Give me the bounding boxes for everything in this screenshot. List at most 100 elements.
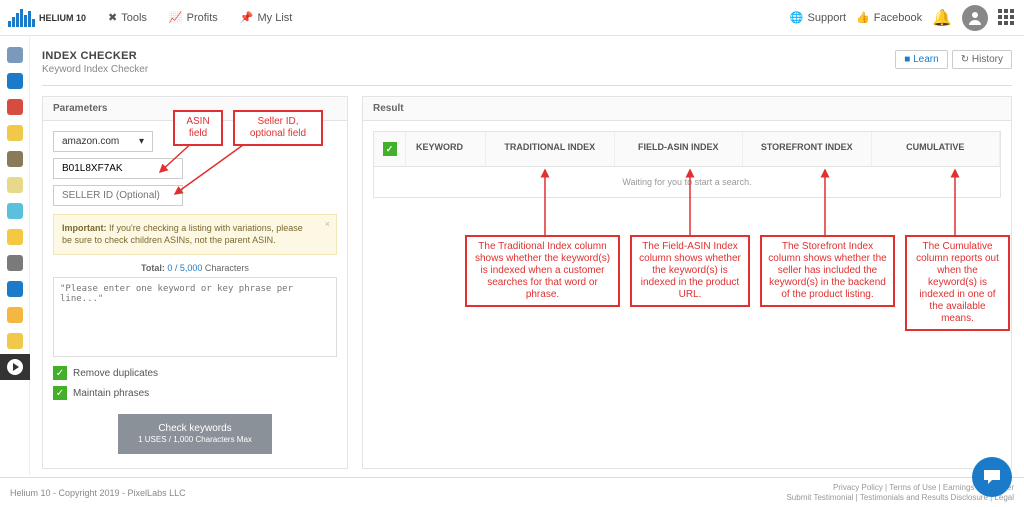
person-icon (967, 10, 983, 26)
sidebar-item[interactable] (0, 172, 30, 198)
total-count: 0 / 5,000 (167, 263, 202, 273)
sidebar-icon (7, 99, 23, 115)
avatar[interactable] (962, 5, 988, 31)
facebook-link[interactable]: 👍 Facebook (856, 11, 922, 24)
sidebar-icon (7, 151, 23, 167)
col-cumulative: CUMULATIVE (872, 132, 1001, 166)
apps-grid-icon[interactable] (998, 9, 1016, 27)
chart-icon: 📈 (169, 11, 183, 24)
sidebar-item[interactable] (0, 42, 30, 68)
sidebar-icon (7, 177, 23, 193)
remove-dup-label: Remove duplicates (73, 368, 158, 379)
nav-mylist-label: My List (258, 12, 293, 24)
annotation-field-asin: The Field-ASIN Index column shows whethe… (630, 235, 750, 307)
sidebar-icon (7, 125, 23, 141)
nav-profits[interactable]: 📈 Profits (159, 3, 228, 32)
character-total: Total: 0 / 5,000 Characters (53, 263, 337, 273)
sidebar-item[interactable] (0, 276, 30, 302)
sidebar-item[interactable] (0, 94, 30, 120)
logo[interactable]: HELIUM 10 (8, 4, 88, 32)
remove-duplicates-checkbox[interactable]: ✓ Remove duplicates (53, 366, 337, 380)
sidebar-icon (7, 229, 23, 245)
history-label: History (972, 54, 1003, 65)
support-link[interactable]: 🌐 Support (790, 11, 846, 24)
alert-prefix: Important: (62, 223, 107, 233)
check-btn-sub: 1 USES / 1,000 Characters Max (138, 435, 252, 445)
sidebar-icon (7, 359, 23, 375)
chat-bubble-button[interactable] (972, 457, 1012, 497)
history-icon: ↻ (961, 54, 969, 65)
page-subtitle: Keyword Index Checker (42, 64, 895, 75)
sidebar-item[interactable] (0, 354, 30, 380)
sidebar-item[interactable] (0, 224, 30, 250)
asin-input[interactable] (53, 158, 183, 179)
select-all-checkbox[interactable]: ✓ (374, 132, 406, 166)
sidebar-icon (7, 307, 23, 323)
pin-icon: 📌 (240, 11, 254, 24)
sidebar-icon (7, 281, 23, 297)
sidebar-item[interactable] (0, 68, 30, 94)
sidebar-item[interactable] (0, 250, 30, 276)
logo-bars-icon (8, 9, 35, 27)
sidebar-item[interactable] (0, 198, 30, 224)
keywords-textarea[interactable] (53, 277, 337, 357)
check-icon: ✓ (53, 386, 67, 400)
topbar-right: 🌐 Support 👍 Facebook 🔔 (790, 5, 1016, 31)
maintain-phrases-checkbox[interactable]: ✓ Maintain phrases (53, 386, 337, 400)
check-icon: ✓ (53, 366, 67, 380)
col-storefront: STOREFRONT INDEX (743, 132, 872, 166)
logo-text: HELIUM 10 (39, 13, 86, 23)
nav-mylist[interactable]: 📌 My List (230, 3, 303, 32)
marketplace-select[interactable]: amazon.com ▾ (53, 131, 153, 152)
result-table-header: ✓ KEYWORD TRADITIONAL INDEX FIELD-ASIN I… (373, 131, 1001, 167)
annotation-storefront: The Storefront Index column shows whethe… (760, 235, 895, 307)
check-keywords-button[interactable]: Check keywords 1 USES / 1,000 Characters… (118, 414, 272, 453)
annotation-seller: Seller ID,optional field (233, 110, 323, 146)
page-title: INDEX CHECKER (42, 50, 895, 62)
total-suffix: Characters (202, 263, 249, 273)
col-field-asin: FIELD-ASIN INDEX (615, 132, 744, 166)
sidebar-icon (7, 255, 23, 271)
annotation-cumulative: The Cumulative column reports out when t… (905, 235, 1010, 331)
footer-copyright: Helium 10 - Copyright 2019 - PixelLabs L… (10, 488, 186, 498)
facebook-label: Facebook (874, 12, 922, 24)
video-icon: ■ (904, 54, 910, 65)
seller-id-input[interactable] (53, 185, 183, 206)
facebook-icon: 👍 (856, 11, 870, 24)
history-button[interactable]: ↻ History (952, 50, 1012, 69)
waiting-message: Waiting for you to start a search. (373, 167, 1001, 198)
learn-button[interactable]: ■ Learn (895, 50, 947, 69)
bell-icon[interactable]: 🔔 (932, 8, 952, 28)
maintain-label: Maintain phrases (73, 388, 149, 399)
globe-icon: 🌐 (790, 11, 804, 24)
footer: Helium 10 - Copyright 2019 - PixelLabs L… (0, 477, 1024, 507)
footer-sublinks[interactable]: Submit Testimonial | Testimonials and Re… (786, 493, 1014, 503)
nav-profits-label: Profits (187, 12, 218, 24)
sidebar-item[interactable] (0, 120, 30, 146)
sidebar-icon (7, 73, 23, 89)
col-keyword: KEYWORD (406, 132, 486, 166)
annotation-asin: ASINfield (173, 110, 223, 146)
sidebar-item[interactable] (0, 302, 30, 328)
sidebar-item[interactable] (0, 328, 30, 354)
parameters-panel: Parameters amazon.com ▾ (42, 96, 348, 469)
sidebar-icon (7, 203, 23, 219)
important-alert: Important: If you're checking a listing … (53, 214, 337, 255)
alert-close-icon[interactable]: × (325, 219, 330, 231)
col-traditional: TRADITIONAL INDEX (486, 132, 615, 166)
total-label: Total: (141, 263, 167, 273)
nav-tools[interactable]: ✖ Tools (98, 3, 157, 32)
sidebar-item[interactable] (0, 146, 30, 172)
tools-icon: ✖ (108, 11, 117, 24)
sidebar (0, 36, 30, 475)
sidebar-icon (7, 47, 23, 63)
topbar: HELIUM 10 ✖ Tools 📈 Profits 📌 My List 🌐 … (0, 0, 1024, 36)
learn-label: Learn (913, 54, 939, 65)
marketplace-value: amazon.com (62, 136, 119, 147)
caret-down-icon: ▾ (139, 136, 144, 147)
support-label: Support (808, 12, 847, 24)
check-btn-main: Check keywords (158, 423, 231, 434)
nav-tools-label: Tools (121, 12, 147, 24)
top-nav: ✖ Tools 📈 Profits 📌 My List (98, 3, 302, 32)
chat-icon (982, 467, 1002, 487)
